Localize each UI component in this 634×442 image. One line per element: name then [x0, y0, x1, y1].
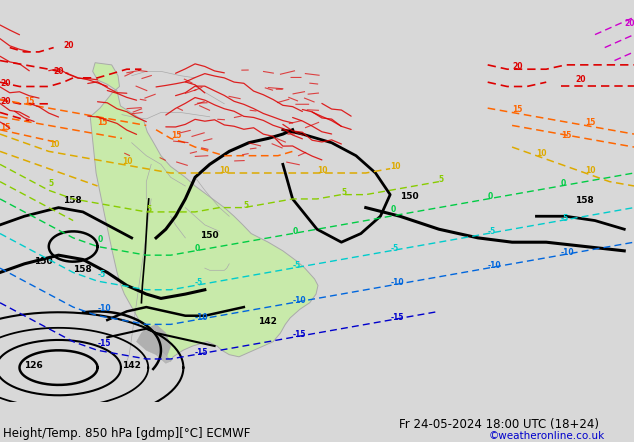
Text: 150: 150 — [400, 192, 418, 201]
Text: 0: 0 — [98, 235, 103, 244]
Text: -15: -15 — [195, 348, 209, 357]
Text: 5: 5 — [49, 179, 54, 188]
Text: -5: -5 — [293, 261, 301, 270]
Text: 15: 15 — [585, 118, 595, 127]
Text: 20: 20 — [63, 41, 74, 50]
Text: 10: 10 — [317, 166, 328, 175]
Text: 20: 20 — [512, 62, 522, 71]
Text: 10: 10 — [585, 166, 596, 175]
Polygon shape — [136, 324, 171, 359]
Text: 126: 126 — [24, 361, 43, 370]
Text: 10: 10 — [49, 140, 59, 149]
Polygon shape — [90, 63, 318, 361]
Text: 10: 10 — [536, 149, 547, 158]
Text: -10: -10 — [293, 296, 306, 305]
Text: 0: 0 — [390, 205, 396, 214]
Text: 158: 158 — [73, 266, 92, 274]
Text: 15: 15 — [561, 131, 571, 141]
Text: -10: -10 — [195, 313, 209, 322]
Text: 15: 15 — [512, 106, 522, 114]
Text: 5: 5 — [439, 175, 444, 183]
Text: 150: 150 — [200, 231, 219, 240]
Text: 20: 20 — [54, 67, 64, 76]
Text: 158: 158 — [63, 196, 82, 205]
Text: 15: 15 — [24, 97, 35, 106]
Text: 0: 0 — [195, 244, 200, 253]
Text: 15: 15 — [0, 123, 10, 132]
Text: Fr 24-05-2024 18:00 UTC (18+24): Fr 24-05-2024 18:00 UTC (18+24) — [399, 418, 599, 431]
Text: 158: 158 — [576, 196, 594, 205]
Text: 10: 10 — [219, 166, 230, 175]
Text: 20: 20 — [624, 19, 634, 28]
Text: -5: -5 — [98, 270, 106, 279]
Text: 20: 20 — [0, 80, 11, 88]
Text: 5: 5 — [341, 187, 347, 197]
Text: -5: -5 — [195, 278, 204, 287]
Text: 142: 142 — [122, 361, 141, 370]
Text: 20: 20 — [0, 97, 11, 106]
Text: -10: -10 — [98, 305, 111, 313]
Text: -5: -5 — [488, 227, 496, 236]
Text: Height/Temp. 850 hPa [gdmp][°C] ECMWF: Height/Temp. 850 hPa [gdmp][°C] ECMWF — [3, 427, 250, 440]
Text: 10: 10 — [390, 162, 401, 171]
Text: 5: 5 — [146, 205, 152, 214]
Text: 0: 0 — [561, 179, 566, 188]
Polygon shape — [156, 351, 171, 363]
Text: 142: 142 — [259, 317, 277, 326]
Text: -15: -15 — [98, 339, 111, 348]
Text: 150: 150 — [34, 257, 53, 266]
Text: -15: -15 — [293, 330, 306, 339]
Text: -10: -10 — [390, 278, 404, 287]
Text: -10: -10 — [561, 248, 574, 257]
Text: 0: 0 — [293, 227, 298, 236]
Text: -5: -5 — [390, 244, 398, 253]
Text: 20: 20 — [576, 75, 586, 84]
Text: 15: 15 — [171, 131, 181, 141]
Text: -15: -15 — [390, 313, 404, 322]
Text: -5: -5 — [561, 213, 569, 223]
Text: 15: 15 — [98, 118, 108, 127]
Text: 5: 5 — [244, 201, 249, 210]
Text: ©weatheronline.co.uk: ©weatheronline.co.uk — [488, 431, 604, 441]
Text: 0: 0 — [488, 192, 493, 201]
Text: -10: -10 — [488, 261, 501, 270]
Text: 10: 10 — [122, 157, 133, 166]
